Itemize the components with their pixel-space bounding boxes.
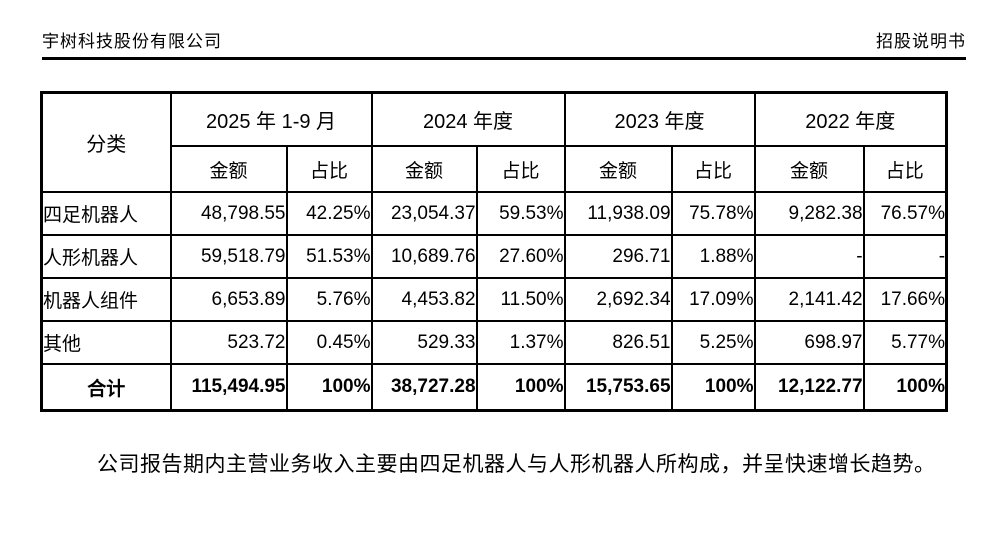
cell-amount: 2,692.34 xyxy=(563,277,673,322)
body-paragraph: 公司报告期内主营业务收入主要由四足机器人与人形机器人所构成，并呈快速增长趋势。 xyxy=(97,452,936,476)
table-row: 人形机器人 59,518.79 51.53% 10,689.76 27.60% … xyxy=(40,234,948,279)
column-header-amount: 金额 xyxy=(563,145,673,193)
cell-amount: 23,054.37 xyxy=(370,191,478,236)
table-header-subcolumns: 金额 占比 金额 占比 金额 占比 金额 占比 xyxy=(42,145,948,193)
cell-amount: 15,753.65 xyxy=(563,363,673,412)
company-name: 宇树科技股份有限公司 xyxy=(42,32,222,51)
table-row: 机器人组件 6,653.89 5.76% 4,453.82 11.50% 2,6… xyxy=(40,277,948,322)
table-row: 其他 523.72 0.45% 529.33 1.37% 826.51 5.25… xyxy=(40,320,948,365)
cell-amount: 59,518.79 xyxy=(169,234,288,279)
cell-amount: 523.72 xyxy=(169,320,288,365)
cell-amount: 2,141.42 xyxy=(753,277,865,322)
cell-ratio: 5.77% xyxy=(862,320,948,365)
cell-amount: 826.51 xyxy=(563,320,673,365)
column-header-ratio: 占比 xyxy=(475,145,566,193)
cell-amount: 48,798.55 xyxy=(169,191,288,236)
cell-ratio: 17.66% xyxy=(862,277,948,322)
column-header-amount: 金额 xyxy=(753,145,865,193)
column-header-amount: 金额 xyxy=(169,145,288,193)
cell-ratio: 5.76% xyxy=(285,277,373,322)
cell-ratio: - xyxy=(862,234,948,279)
cell-ratio: 51.53% xyxy=(285,234,373,279)
cell-amount: - xyxy=(753,234,865,279)
cell-amount: 6,653.89 xyxy=(169,277,288,322)
column-header-ratio: 占比 xyxy=(862,145,948,193)
cell-amount: 11,938.09 xyxy=(563,191,673,236)
cell-ratio: 100% xyxy=(670,363,756,412)
cell-amount: 10,689.76 xyxy=(370,234,478,279)
cell-amount: 529.33 xyxy=(370,320,478,365)
total-row-label: 合计 xyxy=(40,363,172,412)
cell-ratio: 0.45% xyxy=(285,320,373,365)
cell-ratio: 100% xyxy=(475,363,566,412)
column-header-category: 分类 xyxy=(40,91,172,193)
cell-ratio: 100% xyxy=(862,363,948,412)
table-header-periods: 分类 2025 年 1-9 月 2024 年度 2023 年度 2022 年度 xyxy=(40,91,948,193)
table-row: 四足机器人 48,798.55 42.25% 23,054.37 59.53% … xyxy=(40,191,948,236)
column-header-ratio: 占比 xyxy=(285,145,373,193)
cell-ratio: 100% xyxy=(285,363,373,412)
cell-ratio: 42.25% xyxy=(285,191,373,236)
row-label: 四足机器人 xyxy=(40,191,172,236)
page-header: 宇树科技股份有限公司 招股说明书 xyxy=(42,33,966,60)
cell-ratio: 1.88% xyxy=(670,234,756,279)
cell-amount: 296.71 xyxy=(563,234,673,279)
document-type-label: 招股说明书 xyxy=(876,32,966,51)
cell-amount: 115,494.95 xyxy=(169,363,288,412)
cell-ratio: 75.78% xyxy=(670,191,756,236)
column-header-period-2022: 2022 年度 xyxy=(753,91,948,147)
cell-amount: 38,727.28 xyxy=(370,363,478,412)
column-header-ratio: 占比 xyxy=(670,145,756,193)
cell-ratio: 17.09% xyxy=(670,277,756,322)
column-header-amount: 金额 xyxy=(370,145,478,193)
cell-amount: 9,282.38 xyxy=(753,191,865,236)
cell-amount: 12,122.77 xyxy=(753,363,865,412)
row-label: 机器人组件 xyxy=(40,277,172,322)
cell-ratio: 27.60% xyxy=(475,234,566,279)
cell-ratio: 76.57% xyxy=(862,191,948,236)
cell-amount: 4,453.82 xyxy=(370,277,478,322)
cell-amount: 698.97 xyxy=(753,320,865,365)
column-header-period-2023: 2023 年度 xyxy=(563,91,756,147)
row-label: 其他 xyxy=(40,320,172,365)
column-header-period-2024: 2024 年度 xyxy=(370,91,566,147)
cell-ratio: 11.50% xyxy=(475,277,566,322)
table-total-row: 合计 115,494.95 100% 38,727.28 100% 15,753… xyxy=(40,363,948,412)
column-header-period-2025: 2025 年 1-9 月 xyxy=(169,91,373,147)
cell-ratio: 59.53% xyxy=(475,191,566,236)
revenue-breakdown-table: 分类 2025 年 1-9 月 2024 年度 2023 年度 2022 年度 … xyxy=(40,91,949,412)
row-label: 人形机器人 xyxy=(40,234,172,279)
cell-ratio: 5.25% xyxy=(670,320,756,365)
cell-ratio: 1.37% xyxy=(475,320,566,365)
